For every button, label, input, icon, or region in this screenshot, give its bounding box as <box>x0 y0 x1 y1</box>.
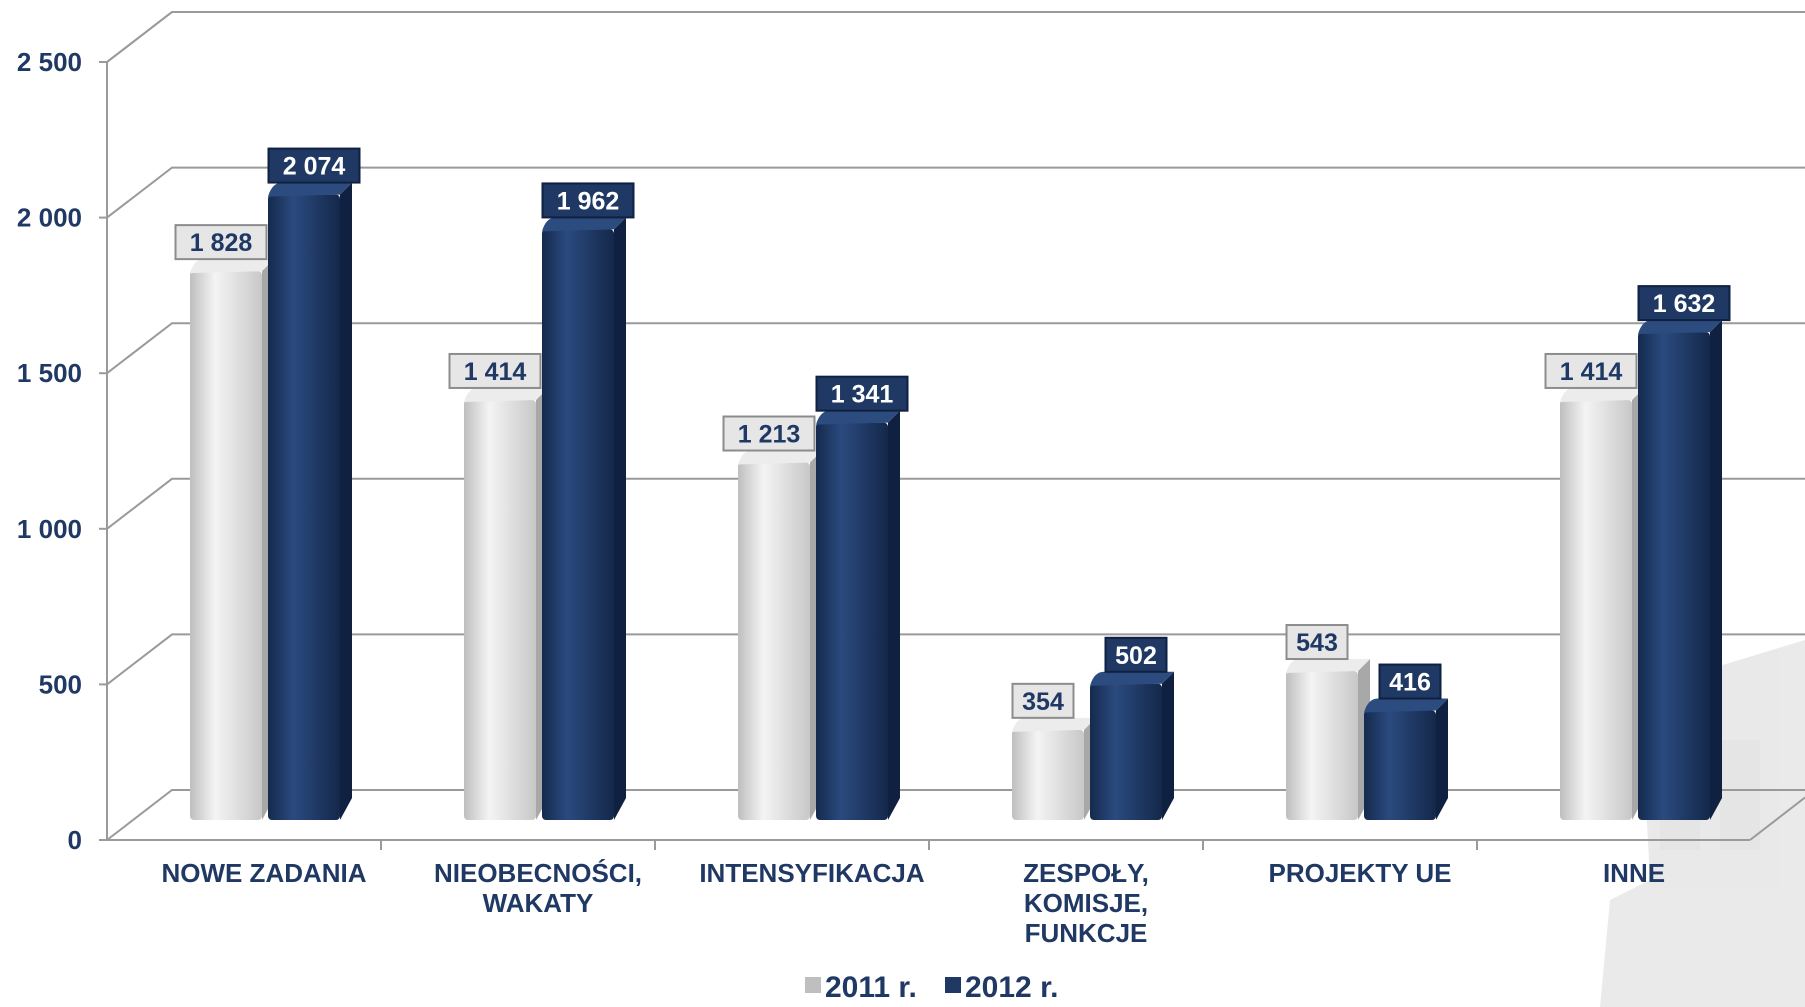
gridline <box>106 11 1805 63</box>
svg-text:ZESPOŁY,: ZESPOŁY, <box>1023 858 1149 888</box>
svg-text:WAKATY: WAKATY <box>483 888 594 918</box>
data-label-2011: 354 <box>1011 682 1075 719</box>
bar-2012 <box>1364 698 1448 820</box>
legend-item-2011: 2011 r. <box>805 971 917 1004</box>
gridline <box>106 477 1805 530</box>
floor-right-edge <box>1749 796 1805 841</box>
data-label-2011: 1 414 <box>1544 352 1638 389</box>
svg-text:NOWE ZADANIA: NOWE ZADANIA <box>161 858 366 888</box>
svg-text:502: 502 <box>1115 642 1157 670</box>
svg-text:1 213: 1 213 <box>738 421 801 449</box>
svg-text:543: 543 <box>1296 629 1338 657</box>
y-tick-label: 2 500 <box>17 47 82 77</box>
x-category-label: NOWE ZADANIA <box>161 858 366 888</box>
y-tick-label: 1 000 <box>17 514 82 544</box>
svg-text:1 414: 1 414 <box>464 358 527 386</box>
svg-text:FUNKCJE: FUNKCJE <box>1025 918 1148 948</box>
svg-text:354: 354 <box>1022 688 1064 716</box>
data-label-2012: 416 <box>1378 663 1442 700</box>
x-category-label: PROJEKTY UE <box>1268 858 1451 888</box>
svg-text:1 632: 1 632 <box>1653 290 1716 318</box>
bar-2011 <box>190 259 274 820</box>
svg-text:1 828: 1 828 <box>190 229 253 257</box>
data-label-2011: 1 828 <box>174 224 268 261</box>
data-label-2012: 502 <box>1104 636 1168 673</box>
svg-text:1 341: 1 341 <box>831 381 894 409</box>
bar-2012 <box>542 217 626 820</box>
svg-text:416: 416 <box>1389 669 1431 697</box>
bar-2011 <box>1560 387 1644 820</box>
gridline <box>106 166 1805 219</box>
bar-2012 <box>1090 671 1174 820</box>
legend-label: 2011 r. <box>825 971 917 1004</box>
data-label-2011: 1 414 <box>448 352 542 389</box>
x-category-label: ZESPOŁY,KOMISJE,FUNKCJE <box>1023 858 1149 948</box>
legend-label: 2012 r. <box>965 971 1058 1004</box>
data-label-2012: 2 074 <box>267 147 361 184</box>
legend-item-2012: 2012 r. <box>945 971 1058 1004</box>
bar-2011 <box>464 387 548 820</box>
bar-2012 <box>1638 320 1722 820</box>
bar-2011 <box>738 450 822 820</box>
bar-2011 <box>1012 717 1096 820</box>
svg-text:NIEOBECNOŚCI,: NIEOBECNOŚCI, <box>434 858 642 888</box>
svg-text:INTENSYFIKACJA: INTENSYFIKACJA <box>699 858 925 888</box>
floor-back-edge <box>106 789 1805 841</box>
x-category-label: INNE <box>1603 858 1665 888</box>
data-label-2012: 1 632 <box>1637 285 1731 322</box>
data-label-2011: 543 <box>1285 624 1349 661</box>
y-tick-label: 2 000 <box>17 203 82 233</box>
legend-swatch <box>805 977 821 993</box>
svg-text:1 414: 1 414 <box>1560 358 1623 386</box>
bar-2012 <box>816 410 900 820</box>
y-axis-line <box>106 11 173 840</box>
svg-text:2 074: 2 074 <box>283 153 346 181</box>
bar-2011 <box>1286 659 1370 820</box>
svg-text:PROJEKTY UE: PROJEKTY UE <box>1268 858 1451 888</box>
data-label-2012: 1 341 <box>815 375 909 412</box>
legend-swatch <box>945 977 961 993</box>
y-tick-label: 1 500 <box>17 358 82 388</box>
gridline <box>106 633 1805 686</box>
y-tick-label: 0 <box>68 825 82 855</box>
svg-text:1 962: 1 962 <box>557 187 620 215</box>
data-label-2012: 1 962 <box>541 182 635 219</box>
gridline <box>106 322 1805 374</box>
y-tick-label: 500 <box>39 669 82 699</box>
svg-text:INNE: INNE <box>1603 858 1665 888</box>
data-label-2011: 1 213 <box>722 415 816 452</box>
svg-text:KOMISJE,: KOMISJE, <box>1024 888 1148 918</box>
x-category-label: INTENSYFIKACJA <box>699 858 925 888</box>
x-category-label: NIEOBECNOŚCI,WAKATY <box>434 858 642 918</box>
bar-2012 <box>268 182 352 821</box>
